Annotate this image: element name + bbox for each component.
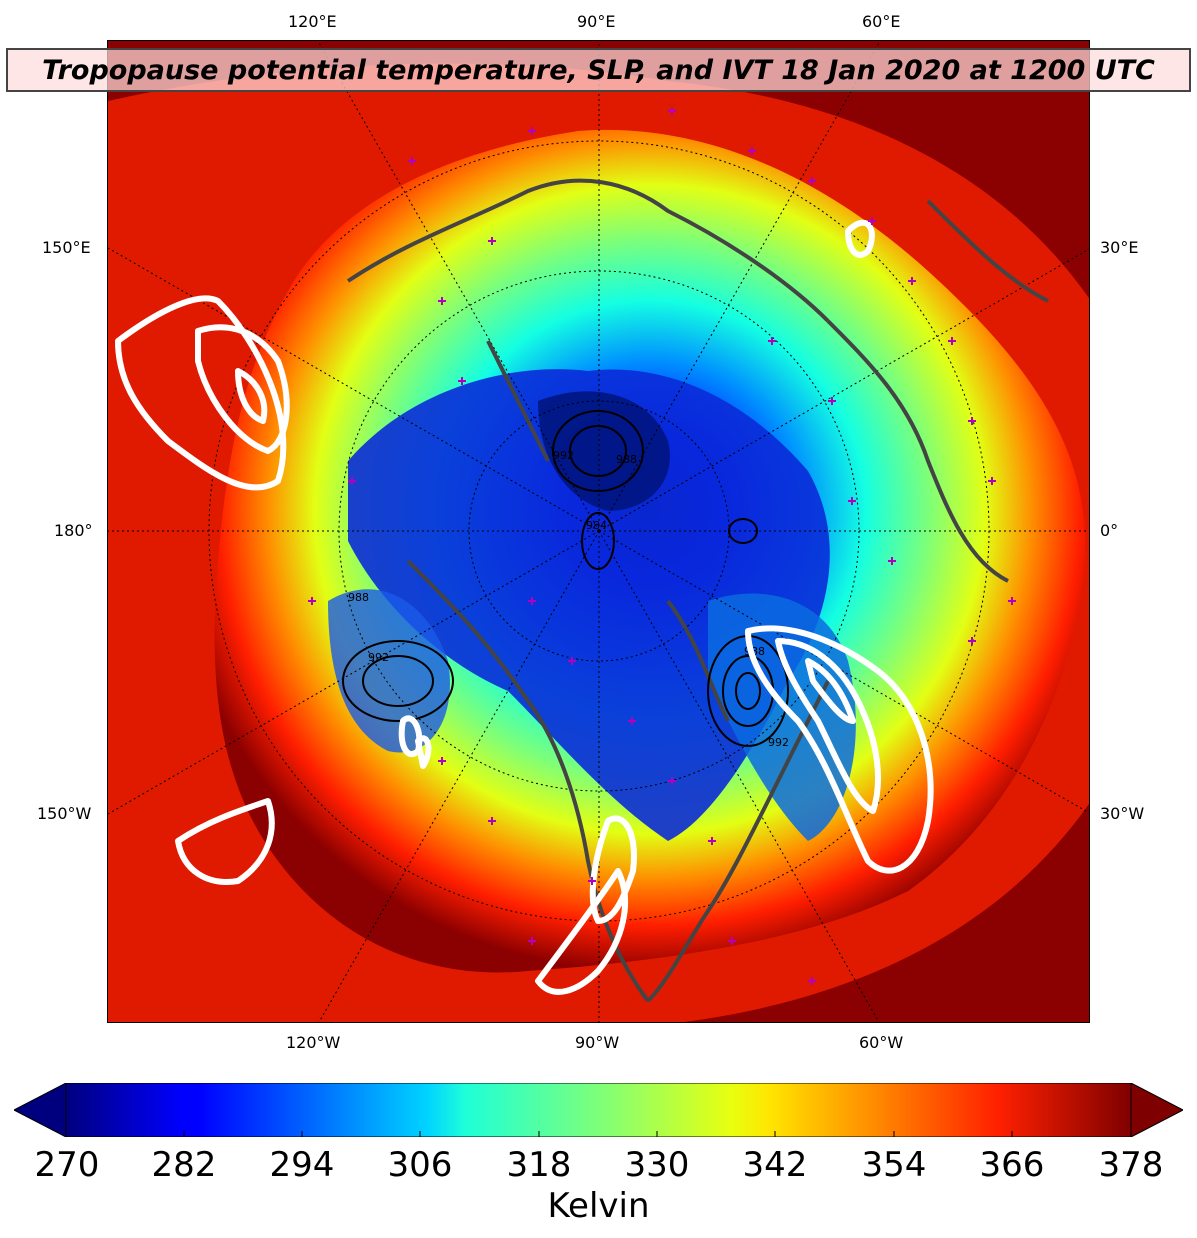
lon-label-left: 180°: [54, 521, 93, 540]
coastlines: [346, 178, 1049, 1003]
lon-label-bottom: 90°W: [575, 1033, 620, 1052]
colorbar-tick-label: 294: [269, 1145, 335, 1185]
lon-label-right: 30°W: [1100, 804, 1145, 823]
cold-trough-pacific: [328, 589, 450, 753]
colorbar-tick-label: 306: [387, 1145, 453, 1185]
colorbar-tick-label: 342: [742, 1145, 808, 1185]
colorbar: [14, 1083, 1183, 1137]
title-box: Tropopause potential temperature, SLP, a…: [6, 48, 1191, 92]
lon-label-right: 0°: [1100, 521, 1119, 540]
slp-label: 992: [553, 449, 574, 462]
lon-label-bottom: 60°W: [859, 1033, 904, 1052]
lon-label-top: 90°E: [577, 12, 616, 31]
slp-label: 992: [368, 651, 389, 664]
map-panel: 992 988 988 992 984 988 992: [107, 40, 1090, 1023]
polar-core: [538, 391, 670, 511]
colorbar-ticks: [65, 1131, 1132, 1137]
colorbar-body: [65, 1083, 1132, 1137]
colorbar-tick-label: 354: [861, 1145, 927, 1185]
slp-label: 984: [586, 519, 607, 532]
map-title: Tropopause potential temperature, SLP, a…: [42, 54, 1155, 86]
slp-label: 988: [616, 453, 637, 466]
slp-label: 988: [348, 591, 369, 604]
polar-vortex-core: [348, 369, 830, 841]
colorbar-tick-label: 378: [1098, 1145, 1164, 1185]
slp-label: 992: [768, 736, 789, 749]
colorbar-tick-label: 282: [151, 1145, 217, 1185]
lon-label-left: 150°E: [42, 238, 91, 257]
polar-map: 992 988 988 992 984 988 992: [108, 41, 1089, 1022]
observation-markers: [308, 107, 1016, 985]
lon-label-bottom: 120°W: [286, 1033, 341, 1052]
lon-label-left: 150°W: [37, 804, 92, 823]
colorbar-label: Kelvin: [547, 1186, 650, 1226]
colorbar-tick-label: 270: [34, 1145, 100, 1185]
lon-label-right: 30°E: [1100, 238, 1139, 257]
colorbar-tick-label: 366: [979, 1145, 1045, 1185]
ivt-contours: [115, 219, 934, 995]
lon-label-top: 120°E: [288, 12, 337, 31]
colorbar-extend-max: [1130, 1083, 1183, 1137]
colorbar-extend-min: [14, 1083, 67, 1137]
colorbar-tick-label: 330: [624, 1145, 690, 1185]
lon-label-top: 60°E: [862, 12, 901, 31]
colorbar-tick-label: 318: [506, 1145, 572, 1185]
